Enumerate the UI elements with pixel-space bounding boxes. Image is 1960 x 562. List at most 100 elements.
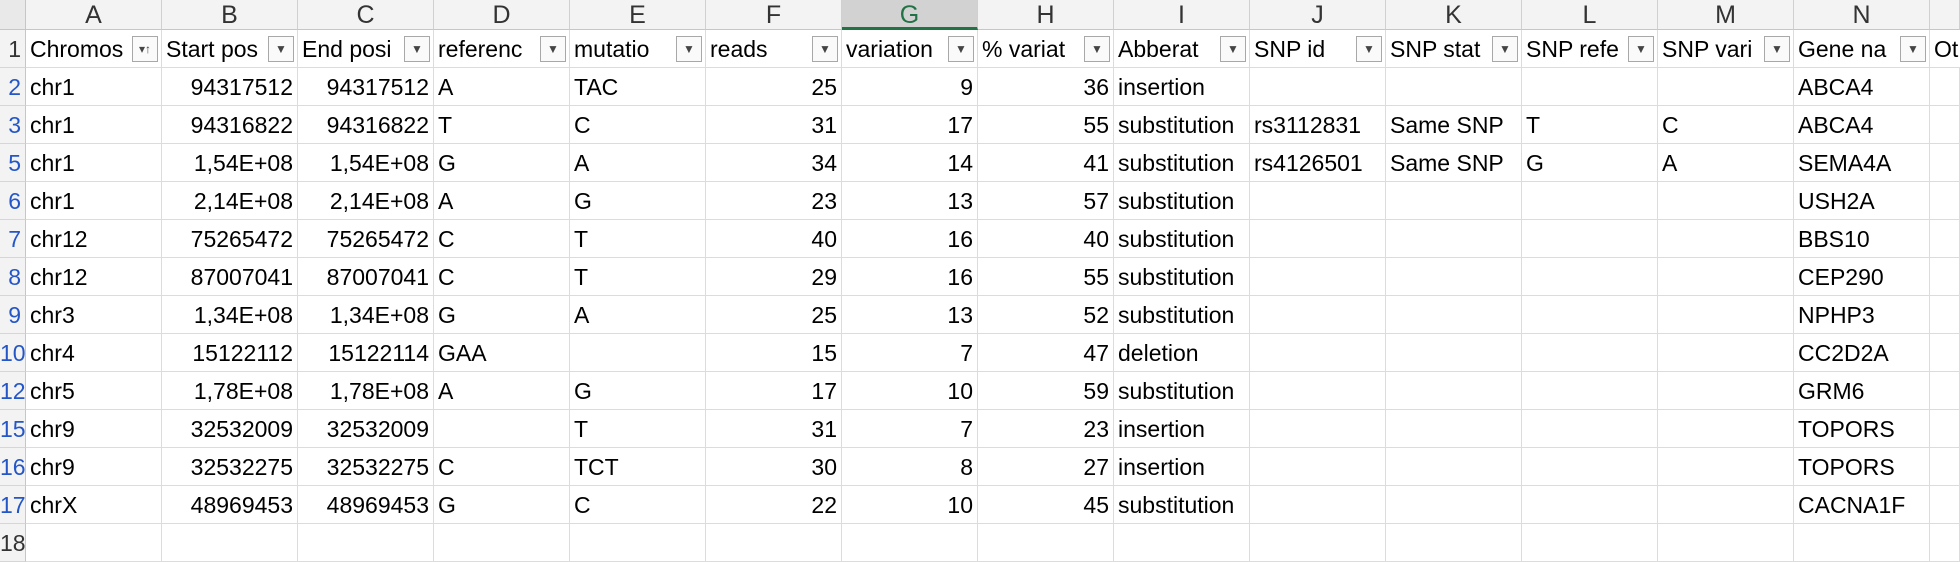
cell-f6[interactable]: 23 [706,182,842,220]
filter-dropdown-icon[interactable]: ▼ [676,36,702,62]
header-cell-i[interactable]: Abberat [1114,30,1250,68]
cell-m3[interactable]: C [1658,106,1794,144]
cell-c9[interactable]: 1,34E+08 [298,296,434,334]
cell-overflow10[interactable] [1930,334,1960,372]
cell-g2[interactable]: 9 [842,68,978,106]
cell-k7[interactable] [1386,220,1522,258]
cell-l5[interactable]: G [1522,144,1658,182]
cell-a10[interactable]: chr4 [26,334,162,372]
cell-e12[interactable]: G [570,372,706,410]
header-cell-f[interactable]: reads [706,30,842,68]
header-cell-d[interactable]: referenc [434,30,570,68]
cell-j2[interactable] [1250,68,1386,106]
column-header-b[interactable]: B [162,0,298,30]
cell-n10[interactable]: CC2D2A [1794,334,1930,372]
cell-n17[interactable]: CACNA1F [1794,486,1930,524]
row-header-18[interactable]: 18 [0,524,26,562]
cell-k12[interactable] [1386,372,1522,410]
cell-f10[interactable]: 15 [706,334,842,372]
column-header-e[interactable]: E [570,0,706,30]
cell-a16[interactable]: chr9 [26,448,162,486]
cell-l17[interactable] [1522,486,1658,524]
column-header-k[interactable]: K [1386,0,1522,30]
cell-d16[interactable]: C [434,448,570,486]
column-header-c[interactable]: C [298,0,434,30]
cell-g17[interactable]: 10 [842,486,978,524]
cell-c10[interactable]: 15122114 [298,334,434,372]
cell-k16[interactable] [1386,448,1522,486]
cell-m12[interactable] [1658,372,1794,410]
cell-e5[interactable]: A [570,144,706,182]
cell-m7[interactable] [1658,220,1794,258]
cell-k3[interactable]: Same SNP [1386,106,1522,144]
cell-m6[interactable] [1658,182,1794,220]
cell-g7[interactable]: 16 [842,220,978,258]
cell-l16[interactable] [1522,448,1658,486]
cell-b6[interactable]: 2,14E+08 [162,182,298,220]
cell-b17[interactable]: 48969453 [162,486,298,524]
filter-dropdown-icon[interactable]: ▼ [404,36,430,62]
cell-h7[interactable]: 40 [978,220,1114,258]
row-header-16[interactable]: 16 [0,448,26,486]
cell-b8[interactable]: 87007041 [162,258,298,296]
cell-c16[interactable]: 32532275 [298,448,434,486]
cell-e10[interactable] [570,334,706,372]
cell-l9[interactable] [1522,296,1658,334]
cell-b12[interactable]: 1,78E+08 [162,372,298,410]
header-cell-j[interactable]: SNP id [1250,30,1386,68]
cell-overflow16[interactable] [1930,448,1960,486]
cell-m16[interactable] [1658,448,1794,486]
cell-j8[interactable] [1250,258,1386,296]
cell-l8[interactable] [1522,258,1658,296]
select-all-corner[interactable] [0,0,26,30]
cell-d12[interactable]: A [434,372,570,410]
row-header-1[interactable]: 1 [0,30,26,68]
filter-dropdown-icon[interactable]: ▼ [1764,36,1790,62]
cell-c12[interactable]: 1,78E+08 [298,372,434,410]
filter-dropdown-icon[interactable]: ▼ [1900,36,1926,62]
cell-overflow5[interactable] [1930,144,1960,182]
cell-a6[interactable]: chr1 [26,182,162,220]
cell-d9[interactable]: G [434,296,570,334]
cell-n16[interactable]: TOPORS [1794,448,1930,486]
cell-f17[interactable]: 22 [706,486,842,524]
cell-b9[interactable]: 1,34E+08 [162,296,298,334]
cell-m9[interactable] [1658,296,1794,334]
cell-c6[interactable]: 2,14E+08 [298,182,434,220]
cell-overflow3[interactable] [1930,106,1960,144]
cell-e7[interactable]: T [570,220,706,258]
cell-k18[interactable] [1386,524,1522,562]
cell-g3[interactable]: 17 [842,106,978,144]
cell-b18[interactable] [162,524,298,562]
cell-h12[interactable]: 59 [978,372,1114,410]
cell-f15[interactable]: 31 [706,410,842,448]
cell-g5[interactable]: 14 [842,144,978,182]
header-cell-n[interactable]: Gene na [1794,30,1930,68]
cell-n3[interactable]: ABCA4 [1794,106,1930,144]
cell-i2[interactable]: insertion [1114,68,1250,106]
cell-h3[interactable]: 55 [978,106,1114,144]
column-header-a[interactable]: A [26,0,162,30]
cell-overflow17[interactable] [1930,486,1960,524]
cell-j17[interactable] [1250,486,1386,524]
cell-b15[interactable]: 32532009 [162,410,298,448]
cell-i5[interactable]: substitution [1114,144,1250,182]
cell-c7[interactable]: 75265472 [298,220,434,258]
header-cell-l[interactable]: SNP refe [1522,30,1658,68]
row-header-7[interactable]: 7 [0,220,26,258]
cell-l18[interactable] [1522,524,1658,562]
cell-f8[interactable]: 29 [706,258,842,296]
cell-overflow9[interactable] [1930,296,1960,334]
cell-h16[interactable]: 27 [978,448,1114,486]
cell-n5[interactable]: SEMA4A [1794,144,1930,182]
cell-a3[interactable]: chr1 [26,106,162,144]
cell-k2[interactable] [1386,68,1522,106]
cell-n15[interactable]: TOPORS [1794,410,1930,448]
cell-overflow15[interactable] [1930,410,1960,448]
column-header-n[interactable]: N [1794,0,1930,30]
cell-i15[interactable]: insertion [1114,410,1250,448]
row-header-10[interactable]: 10 [0,334,26,372]
cell-d8[interactable]: C [434,258,570,296]
cell-k8[interactable] [1386,258,1522,296]
header-cell-k[interactable]: SNP stat [1386,30,1522,68]
